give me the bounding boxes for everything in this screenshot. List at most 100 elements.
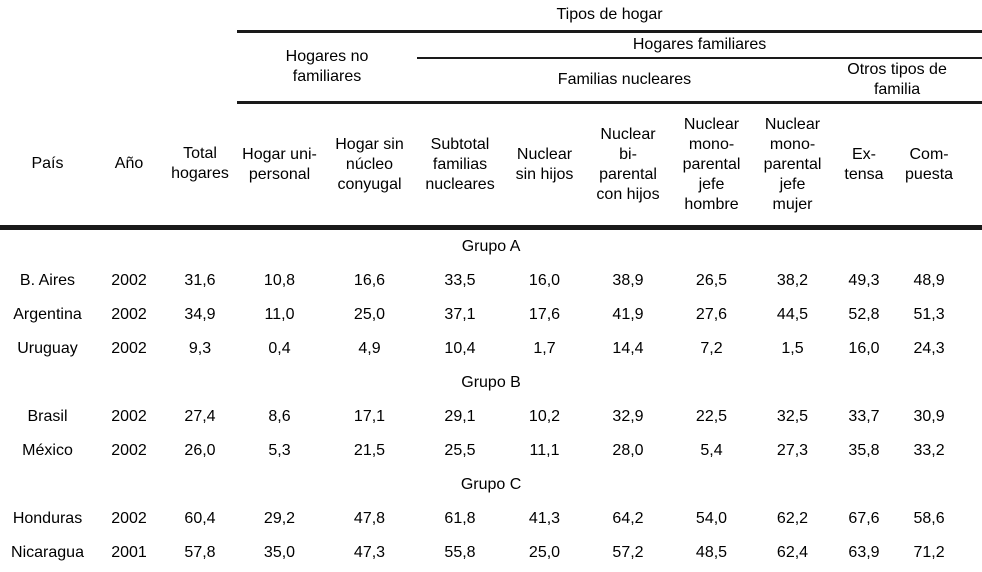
group-header-otros-tipos-de-familia: Otros tipos de familia: [832, 58, 982, 104]
cell-value: 27,3: [776, 442, 809, 459]
cell-value: 62,4: [776, 544, 809, 561]
cell-value: 54,0: [695, 510, 728, 527]
table-row: Brasil 2002 27,4 8,6 17,1 29,1 10,2 32,9…: [0, 400, 982, 434]
table-row: México 2002 26,0 5,3 21,5 25,5 11,1 28,0…: [0, 434, 982, 468]
cell-value: 1,7: [533, 340, 556, 357]
cell-country: Honduras: [12, 510, 83, 527]
cell-value: 64,2: [612, 510, 644, 527]
cell-value: 32,5: [776, 408, 809, 425]
cell-value: 28,0: [612, 442, 644, 459]
cell-value: 58,6: [913, 510, 945, 527]
cell-year: 2002: [111, 272, 147, 289]
cell-value: 33,7: [848, 408, 880, 425]
cell-year: 2001: [111, 544, 147, 561]
cell-year: 2002: [111, 306, 147, 323]
cell-value: 26,0: [184, 442, 216, 459]
cell-value: 17,1: [353, 408, 386, 425]
cell-value: 27,4: [184, 408, 216, 425]
table-row: B. Aires 2002 31,6 10,8 16,6 33,5 16,0 3…: [0, 264, 982, 298]
group-header-familias-nucleares: Familias nucleares: [417, 58, 832, 104]
group-label: Grupo B: [461, 374, 521, 391]
group-row: Grupo C: [0, 468, 982, 502]
cell-value: 5,3: [268, 442, 291, 459]
header-row-tipos: Tipos de hogar: [0, 0, 982, 33]
cell-value: 8,6: [268, 408, 291, 425]
cell-value: 16,6: [353, 272, 386, 289]
cell-country: Argentina: [13, 306, 82, 323]
cell-country: B. Aires: [19, 272, 76, 289]
cell-value: 62,2: [776, 510, 809, 527]
cell-value: 57,8: [184, 544, 216, 561]
cell-value: 33,5: [444, 272, 476, 289]
cell-value: 49,3: [848, 272, 880, 289]
col-header-hogar-sin-nucleo: Hogar sin núcleo conyugal: [322, 102, 417, 230]
cell-year: 2002: [111, 408, 147, 425]
cell-value: 17,6: [528, 306, 561, 323]
cell-value: 7,2: [700, 340, 723, 357]
cell-country: México: [22, 442, 73, 459]
cell-value: 10,2: [528, 408, 561, 425]
cell-value: 34,9: [184, 306, 216, 323]
cell-value: 35,8: [848, 442, 880, 459]
cell-value: 51,3: [913, 306, 945, 323]
col-header-nuclear-biparental: Nuclear bi- parental con hijos: [586, 102, 670, 230]
cell-value: 60,4: [184, 510, 216, 527]
cell-value: 16,0: [528, 272, 561, 289]
cell-value: 57,2: [612, 544, 644, 561]
cell-value: 10,4: [444, 340, 476, 357]
cell-value: 35,0: [263, 544, 296, 561]
cell-value: 27,6: [695, 306, 728, 323]
group-label: Grupo A: [461, 238, 521, 255]
cell-value: 22,5: [695, 408, 728, 425]
cell-value: 25,0: [528, 544, 561, 561]
cell-year: 2002: [111, 340, 147, 357]
cell-value: 48,5: [695, 544, 728, 561]
table-row: Argentina 2002 34,9 11,0 25,0 37,1 17,6 …: [0, 298, 982, 332]
col-header-nuclear-sin-hijos: Nuclear sin hijos: [503, 102, 586, 230]
cell-year: 2002: [111, 510, 147, 527]
cell-value: 67,6: [848, 510, 880, 527]
group-row: Grupo B: [0, 366, 982, 400]
cell-value: 4,9: [358, 340, 381, 357]
cell-value: 1,5: [781, 340, 804, 357]
cell-value: 11,1: [529, 442, 560, 459]
cell-value: 71,2: [913, 544, 945, 561]
cell-value: 55,8: [444, 544, 476, 561]
cell-value: 14,4: [612, 340, 644, 357]
header-row-nucleares: Familias nucleares Otros tipos de famili…: [0, 58, 982, 104]
col-header-nuclear-mono-mujer: Nuclear mono- parental jefe mujer: [753, 102, 832, 230]
cell-value: 25,5: [444, 442, 476, 459]
cell-value: 44,5: [776, 306, 809, 323]
cell-value: 63,9: [848, 544, 880, 561]
cell-value: 16,0: [848, 340, 880, 357]
cell-value: 41,9: [612, 306, 644, 323]
group-label: Grupo C: [460, 476, 522, 493]
cell-value: 61,8: [444, 510, 476, 527]
cell-value: 38,2: [776, 272, 809, 289]
cell-value: 11,0: [264, 306, 295, 323]
col-header-extensa: Ex- tensa: [832, 102, 896, 230]
col-header-hogar-unipersonal: Hogar uni- personal: [237, 102, 322, 230]
cell-value: 21,5: [353, 442, 386, 459]
cell-value: 33,2: [913, 442, 945, 459]
col-header-pais: País: [0, 102, 95, 230]
cell-value: 47,8: [353, 510, 386, 527]
cell-value: 29,1: [444, 408, 476, 425]
column-header-row: País Año Total hogares Hogar uni- person…: [0, 102, 982, 230]
cell-value: 5,4: [700, 442, 723, 459]
cell-value: 31,6: [184, 272, 216, 289]
group-header-tipos-de-hogar: Tipos de hogar: [237, 0, 982, 33]
cell-value: 26,5: [695, 272, 728, 289]
cell-value: 29,2: [263, 510, 296, 527]
cell-value: 37,1: [444, 306, 476, 323]
col-header-ano: Año: [95, 102, 163, 230]
col-header-compuesta: Com- puesta: [896, 102, 982, 230]
cell-value: 47,3: [353, 544, 386, 561]
cell-value: 52,8: [848, 306, 880, 323]
cell-value: 25,0: [353, 306, 386, 323]
cell-value: 30,9: [913, 408, 945, 425]
cell-country: Nicaragua: [11, 544, 84, 561]
header-row-familiares: Hogares no familiares Hogares familiares: [0, 31, 982, 104]
cell-value: 9,3: [188, 340, 212, 357]
